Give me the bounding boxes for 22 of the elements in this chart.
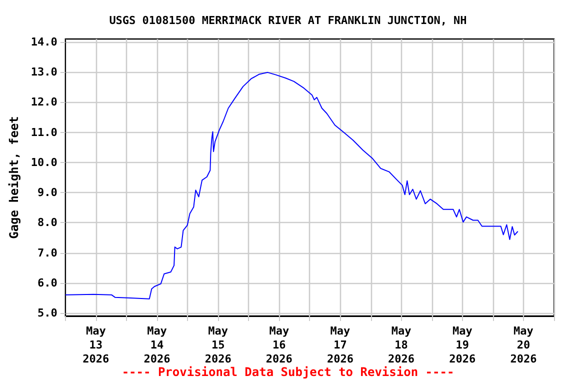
y-tick-label: 12.0 [30,96,58,109]
line-series [64,72,518,300]
x-tick-label: May 17 2026 [326,324,354,366]
y-tick-label: 14.0 [30,36,58,49]
chart-title: USGS 01081500 MERRIMACK RIVER AT FRANKLIN JUNCTION, NH [109,14,467,27]
x-tick-label: May 20 2026 [510,324,538,366]
x-tick-label: May 16 2026 [266,324,293,366]
x-tick-label: May 15 2026 [204,324,232,366]
x-tick-label: May 18 2026 [388,324,415,366]
x-tick-label: May 19 2026 [449,324,476,366]
y-tick-label: 9.0 [38,186,58,200]
x-tick-label: May 14 2026 [144,324,171,366]
y-tick-label: 11.0 [30,126,58,139]
x-tick-label: May 13 2026 [82,324,110,366]
y-tick-label: 6.0 [38,276,58,290]
y-tick-label: 13.0 [30,66,58,79]
y-tick-label: 7.0 [38,246,58,260]
text: ---- Provisional Data Subject to Revision ---- [122,365,454,379]
y-tick-label: 10.0 [30,156,58,169]
y-axis-title: Gage height, feet [7,116,21,239]
y-tick-label: 8.0 [38,216,58,230]
y-tick-label: 5.0 [38,306,58,320]
